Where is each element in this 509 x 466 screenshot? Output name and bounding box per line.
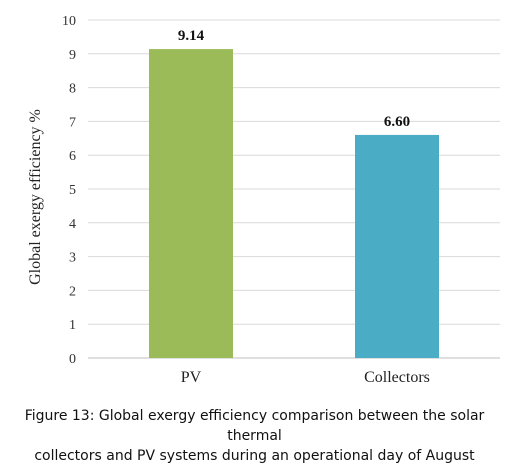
y-tick-label: 10 <box>62 14 76 29</box>
y-axis-tick-labels: 0 1 2 3 4 5 6 7 8 9 10 <box>62 14 76 367</box>
figure-caption: Figure 13: Global exergy efficiency comp… <box>0 406 509 466</box>
y-axis-label: Global exergy efficiency % <box>27 109 44 285</box>
y-tick-label: 9 <box>69 48 76 63</box>
bar-collectors <box>355 134 439 358</box>
y-tick-label: 0 <box>69 352 76 367</box>
x-tick-label: PV <box>181 369 202 386</box>
y-tick-label: 2 <box>69 284 76 299</box>
bars <box>149 49 439 359</box>
y-tick-label: 3 <box>69 251 76 266</box>
bar-value-labels: 9.14 6.60 <box>178 28 410 130</box>
y-tick-label: 8 <box>69 82 76 97</box>
y-tick-label: 4 <box>69 217 76 232</box>
caption-line-1: Figure 13: Global exergy efficiency comp… <box>24 408 485 444</box>
bar-value-label: 6.60 <box>384 114 410 130</box>
y-tick-label: 1 <box>69 318 76 333</box>
bar-chart: 0 1 2 3 4 5 6 7 8 9 10 9.14 6.60 PV Collectors Globa… <box>27 14 500 386</box>
y-tick-label: 5 <box>69 183 76 198</box>
x-axis-tick-labels: PV Collectors <box>181 369 430 386</box>
y-tick-label: 7 <box>69 115 76 130</box>
y-tick-label: 6 <box>69 149 76 164</box>
x-tick-label: Collectors <box>364 369 430 386</box>
caption-line-2: collectors and PV systems during an oper… <box>34 448 475 464</box>
bar-value-label: 9.14 <box>178 28 205 44</box>
bar-pv <box>149 49 233 359</box>
